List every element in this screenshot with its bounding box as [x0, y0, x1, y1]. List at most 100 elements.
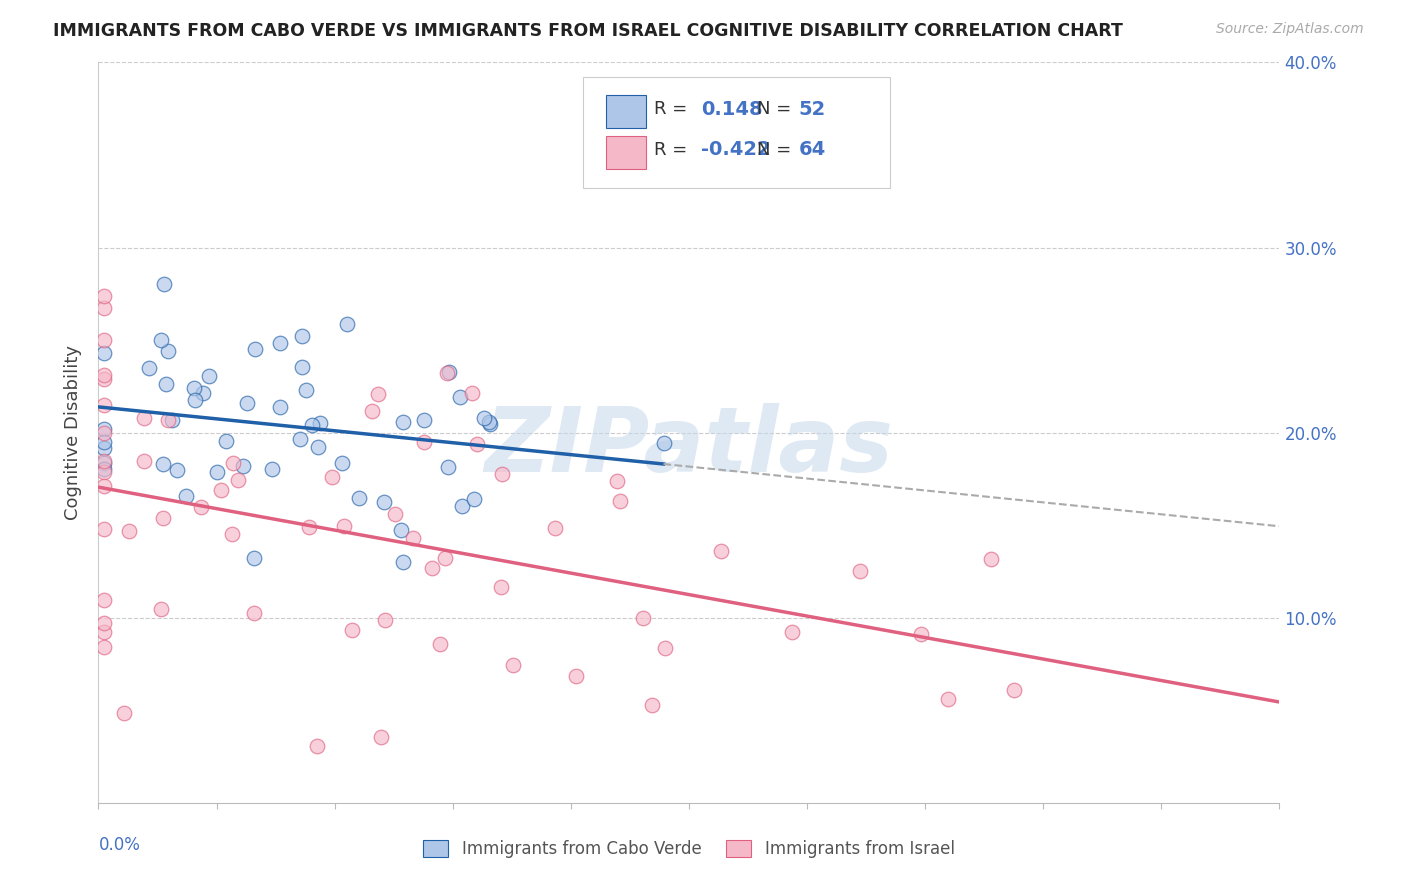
Point — [93, 453, 115, 467]
Point — [93, 441, 115, 455]
Point — [606, 474, 628, 488]
Point — [134, 454, 156, 468]
Point — [242, 551, 264, 566]
Point — [118, 524, 141, 538]
Point — [174, 489, 197, 503]
Point — [544, 521, 567, 535]
Point — [149, 333, 172, 347]
Point — [301, 418, 323, 433]
Point — [652, 435, 675, 450]
Point — [367, 387, 389, 401]
Point — [93, 425, 115, 440]
Point — [347, 491, 370, 506]
Point — [409, 814, 432, 828]
FancyBboxPatch shape — [606, 136, 647, 169]
Point — [290, 432, 312, 446]
Point — [156, 413, 179, 427]
Text: IMMIGRANTS FROM CABO VERDE VS IMMIGRANTS FROM ISRAEL COGNITIVE DISABILITY CORREL: IMMIGRANTS FROM CABO VERDE VS IMMIGRANTS… — [53, 22, 1123, 40]
Point — [437, 365, 460, 379]
Point — [384, 507, 406, 521]
Point — [631, 611, 654, 625]
Point — [93, 592, 115, 607]
Point — [221, 457, 243, 471]
Point — [155, 377, 177, 392]
Text: 0.0%: 0.0% — [98, 836, 141, 855]
Text: 52: 52 — [799, 100, 827, 119]
Point — [491, 467, 513, 482]
Point — [190, 500, 212, 515]
Text: -0.422: -0.422 — [700, 140, 770, 160]
Point — [152, 457, 174, 471]
Point — [910, 627, 932, 641]
Point — [609, 494, 631, 508]
Point — [370, 731, 392, 745]
Point — [93, 334, 115, 348]
Point — [412, 413, 434, 427]
Point — [138, 360, 160, 375]
Point — [93, 615, 115, 630]
FancyBboxPatch shape — [606, 95, 647, 128]
Point — [243, 607, 266, 621]
Point — [980, 552, 1002, 566]
Point — [215, 434, 238, 449]
Point — [93, 640, 115, 654]
Point — [184, 392, 207, 407]
Point — [373, 494, 395, 508]
Point — [1002, 683, 1025, 698]
Text: N =: N = — [758, 100, 797, 118]
Point — [391, 415, 413, 429]
Point — [451, 500, 474, 514]
Text: R =: R = — [654, 100, 693, 118]
Point — [413, 434, 436, 449]
Point — [93, 301, 115, 315]
Point — [938, 691, 960, 706]
Point — [152, 511, 174, 525]
Point — [472, 411, 495, 425]
Point — [502, 658, 524, 673]
Point — [112, 706, 135, 721]
Point — [307, 440, 329, 454]
Point — [93, 346, 115, 360]
Text: 64: 64 — [799, 140, 827, 160]
Point — [153, 277, 176, 291]
Point — [226, 473, 249, 487]
Point — [150, 602, 173, 616]
Point — [93, 624, 115, 639]
Point — [391, 555, 413, 569]
Point — [156, 343, 179, 358]
Point — [309, 416, 332, 430]
Point — [93, 398, 115, 412]
Point — [436, 366, 458, 380]
Point — [221, 526, 243, 541]
Point — [420, 561, 443, 575]
Point — [336, 317, 359, 331]
Point — [93, 522, 115, 536]
Point — [166, 463, 188, 477]
Point — [236, 396, 259, 410]
Point — [93, 478, 115, 492]
Point — [197, 369, 219, 384]
Point — [332, 519, 354, 533]
Point — [849, 564, 872, 578]
Point — [93, 465, 115, 479]
Point — [191, 385, 214, 400]
Point — [269, 335, 291, 350]
Point — [93, 435, 115, 450]
Point — [93, 371, 115, 385]
Point — [374, 613, 396, 627]
Point — [260, 462, 283, 476]
Text: 0.148: 0.148 — [700, 100, 762, 119]
Point — [291, 359, 314, 374]
Point — [321, 470, 343, 484]
Point — [232, 458, 254, 473]
Point — [298, 520, 321, 534]
Point — [183, 381, 205, 395]
Point — [489, 580, 512, 594]
Point — [307, 739, 329, 754]
Point — [330, 456, 353, 470]
Point — [160, 413, 183, 427]
Text: ZIPatlas: ZIPatlas — [485, 403, 893, 491]
Y-axis label: Cognitive Disability: Cognitive Disability — [65, 345, 83, 520]
Point — [780, 624, 803, 639]
Legend: Immigrants from Cabo Verde, Immigrants from Israel: Immigrants from Cabo Verde, Immigrants f… — [416, 833, 962, 865]
